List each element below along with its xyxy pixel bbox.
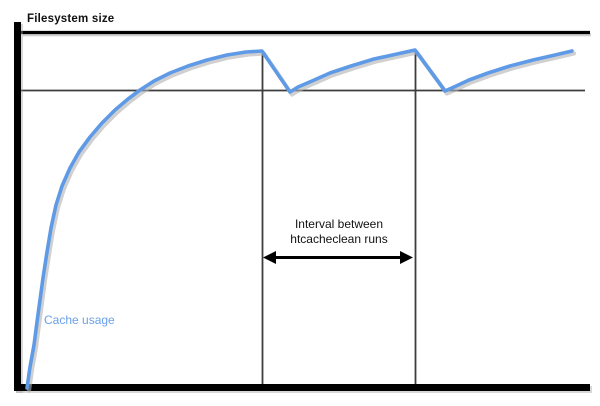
interval-arrow-right-head	[400, 251, 413, 264]
interval-annotation-line1: Interval between	[294, 217, 384, 231]
interval-arrow-left-head	[263, 251, 276, 264]
interval-annotation: Interval between htcacheclean runs	[262, 217, 416, 247]
x-axis	[14, 384, 590, 391]
interval-annotation-line2: htcacheclean runs	[290, 232, 388, 246]
cache-usage-curve	[25, 48, 574, 390]
cache-usage-label: Cache usage	[44, 313, 115, 327]
y-axis	[14, 22, 21, 391]
cache-usage-curve-shadow	[26, 50, 577, 393]
filesystem-size-label: Filesystem size	[27, 13, 115, 25]
